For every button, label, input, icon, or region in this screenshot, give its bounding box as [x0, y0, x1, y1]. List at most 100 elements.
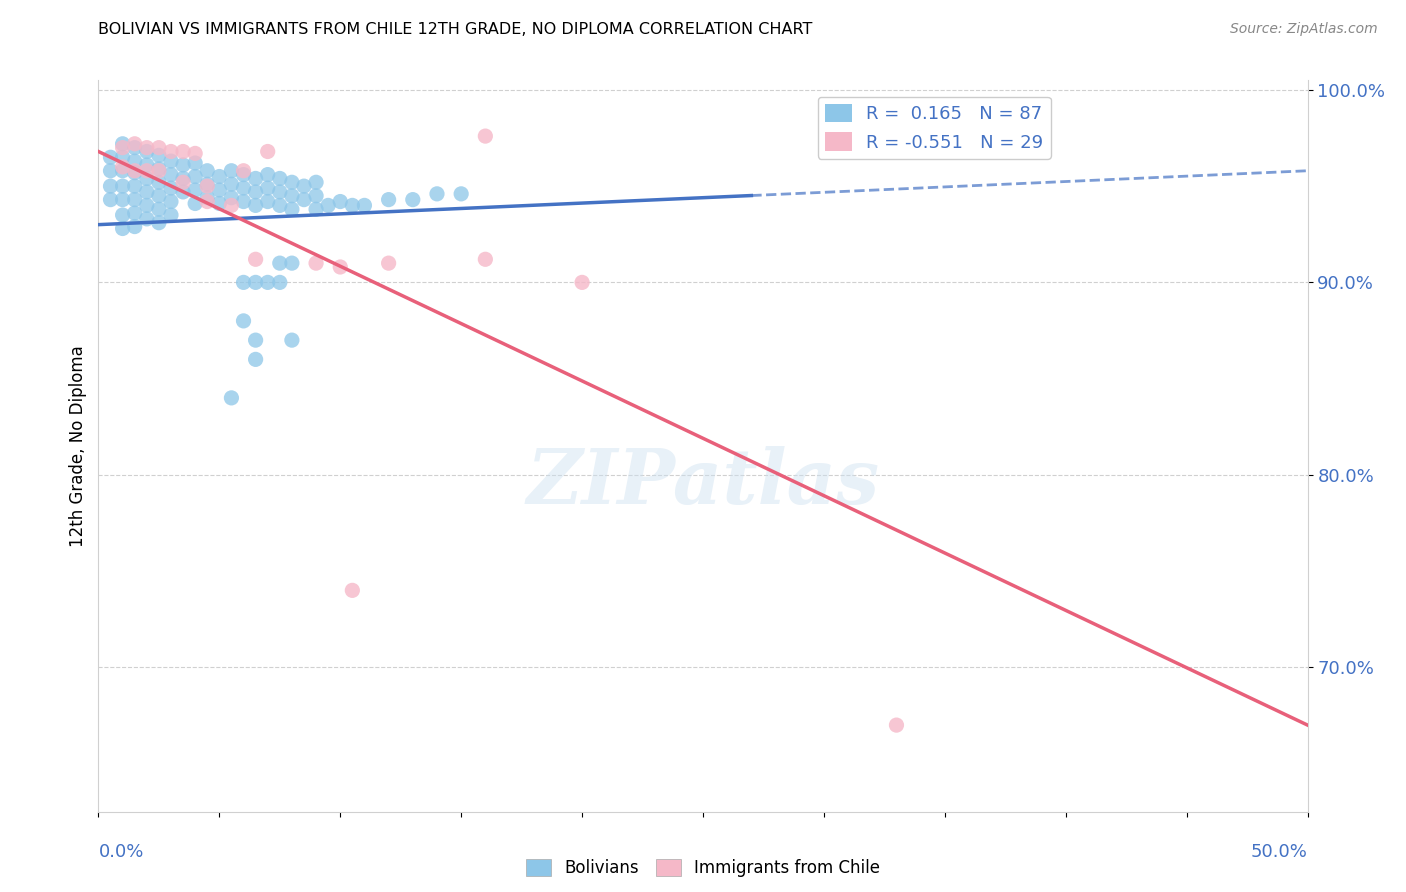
- Point: [148, 148, 170, 162]
- Point: [232, 314, 254, 328]
- Point: [160, 168, 183, 182]
- Point: [135, 171, 157, 186]
- Point: [426, 186, 449, 201]
- Point: [111, 193, 134, 207]
- Point: [135, 211, 157, 226]
- Point: [135, 185, 157, 199]
- Point: [256, 276, 278, 290]
- Point: [221, 178, 243, 192]
- Point: [111, 141, 134, 155]
- Point: [245, 352, 267, 367]
- Point: [269, 171, 291, 186]
- Point: [111, 221, 134, 235]
- Point: [269, 198, 291, 212]
- Point: [474, 252, 496, 267]
- Point: [269, 276, 291, 290]
- Point: [124, 141, 146, 155]
- Point: [195, 191, 218, 205]
- Point: [100, 179, 122, 194]
- Point: [124, 136, 146, 151]
- Point: [232, 168, 254, 182]
- Point: [256, 181, 278, 195]
- Point: [377, 193, 399, 207]
- Point: [124, 163, 146, 178]
- Point: [316, 198, 339, 212]
- Point: [160, 194, 183, 209]
- Text: BOLIVIAN VS IMMIGRANTS FROM CHILE 12TH GRADE, NO DIPLOMA CORRELATION CHART: BOLIVIAN VS IMMIGRANTS FROM CHILE 12TH G…: [98, 22, 813, 37]
- Point: [474, 129, 496, 144]
- Point: [281, 256, 304, 270]
- Point: [184, 169, 207, 184]
- Text: ZIPatlas: ZIPatlas: [526, 446, 880, 519]
- Point: [281, 202, 304, 217]
- Point: [111, 136, 134, 151]
- Point: [184, 183, 207, 197]
- Point: [208, 169, 231, 184]
- Point: [124, 219, 146, 234]
- Point: [305, 256, 328, 270]
- Point: [342, 198, 364, 212]
- Point: [571, 276, 593, 290]
- Point: [172, 145, 194, 159]
- Point: [148, 141, 170, 155]
- Point: [353, 198, 375, 212]
- Point: [148, 161, 170, 176]
- Point: [172, 171, 194, 186]
- Point: [160, 181, 183, 195]
- Point: [256, 194, 278, 209]
- Point: [148, 202, 170, 217]
- Point: [172, 185, 194, 199]
- Point: [342, 583, 364, 598]
- Point: [100, 150, 122, 164]
- Point: [124, 179, 146, 194]
- Text: 0.0%: 0.0%: [98, 843, 143, 861]
- Point: [172, 158, 194, 172]
- Point: [195, 163, 218, 178]
- Point: [184, 156, 207, 170]
- Point: [172, 175, 194, 189]
- Point: [281, 175, 304, 189]
- Point: [221, 191, 243, 205]
- Point: [111, 150, 134, 164]
- Text: Source: ZipAtlas.com: Source: ZipAtlas.com: [1230, 22, 1378, 37]
- Point: [124, 193, 146, 207]
- Point: [245, 333, 267, 347]
- Point: [232, 163, 254, 178]
- Point: [221, 198, 243, 212]
- Point: [195, 179, 218, 194]
- Point: [160, 154, 183, 169]
- Point: [281, 188, 304, 202]
- Point: [148, 188, 170, 202]
- Point: [245, 252, 267, 267]
- Point: [135, 163, 157, 178]
- Point: [148, 175, 170, 189]
- Point: [232, 181, 254, 195]
- Point: [195, 178, 218, 192]
- Point: [292, 193, 315, 207]
- Point: [281, 333, 304, 347]
- Point: [135, 198, 157, 212]
- Point: [124, 206, 146, 220]
- Point: [377, 256, 399, 270]
- Point: [148, 216, 170, 230]
- Point: [135, 141, 157, 155]
- Y-axis label: 12th Grade, No Diploma: 12th Grade, No Diploma: [69, 345, 87, 547]
- Point: [245, 276, 267, 290]
- Point: [269, 185, 291, 199]
- Point: [135, 158, 157, 172]
- Point: [135, 145, 157, 159]
- Point: [450, 186, 472, 201]
- Point: [269, 256, 291, 270]
- Point: [100, 163, 122, 178]
- Point: [100, 193, 122, 207]
- Point: [245, 198, 267, 212]
- Point: [195, 194, 218, 209]
- Legend: R =  0.165   N = 87, R = -0.551   N = 29: R = 0.165 N = 87, R = -0.551 N = 29: [817, 96, 1050, 159]
- Point: [886, 718, 908, 732]
- Point: [221, 391, 243, 405]
- Point: [245, 185, 267, 199]
- Point: [208, 183, 231, 197]
- Point: [305, 188, 328, 202]
- Point: [148, 163, 170, 178]
- Point: [160, 145, 183, 159]
